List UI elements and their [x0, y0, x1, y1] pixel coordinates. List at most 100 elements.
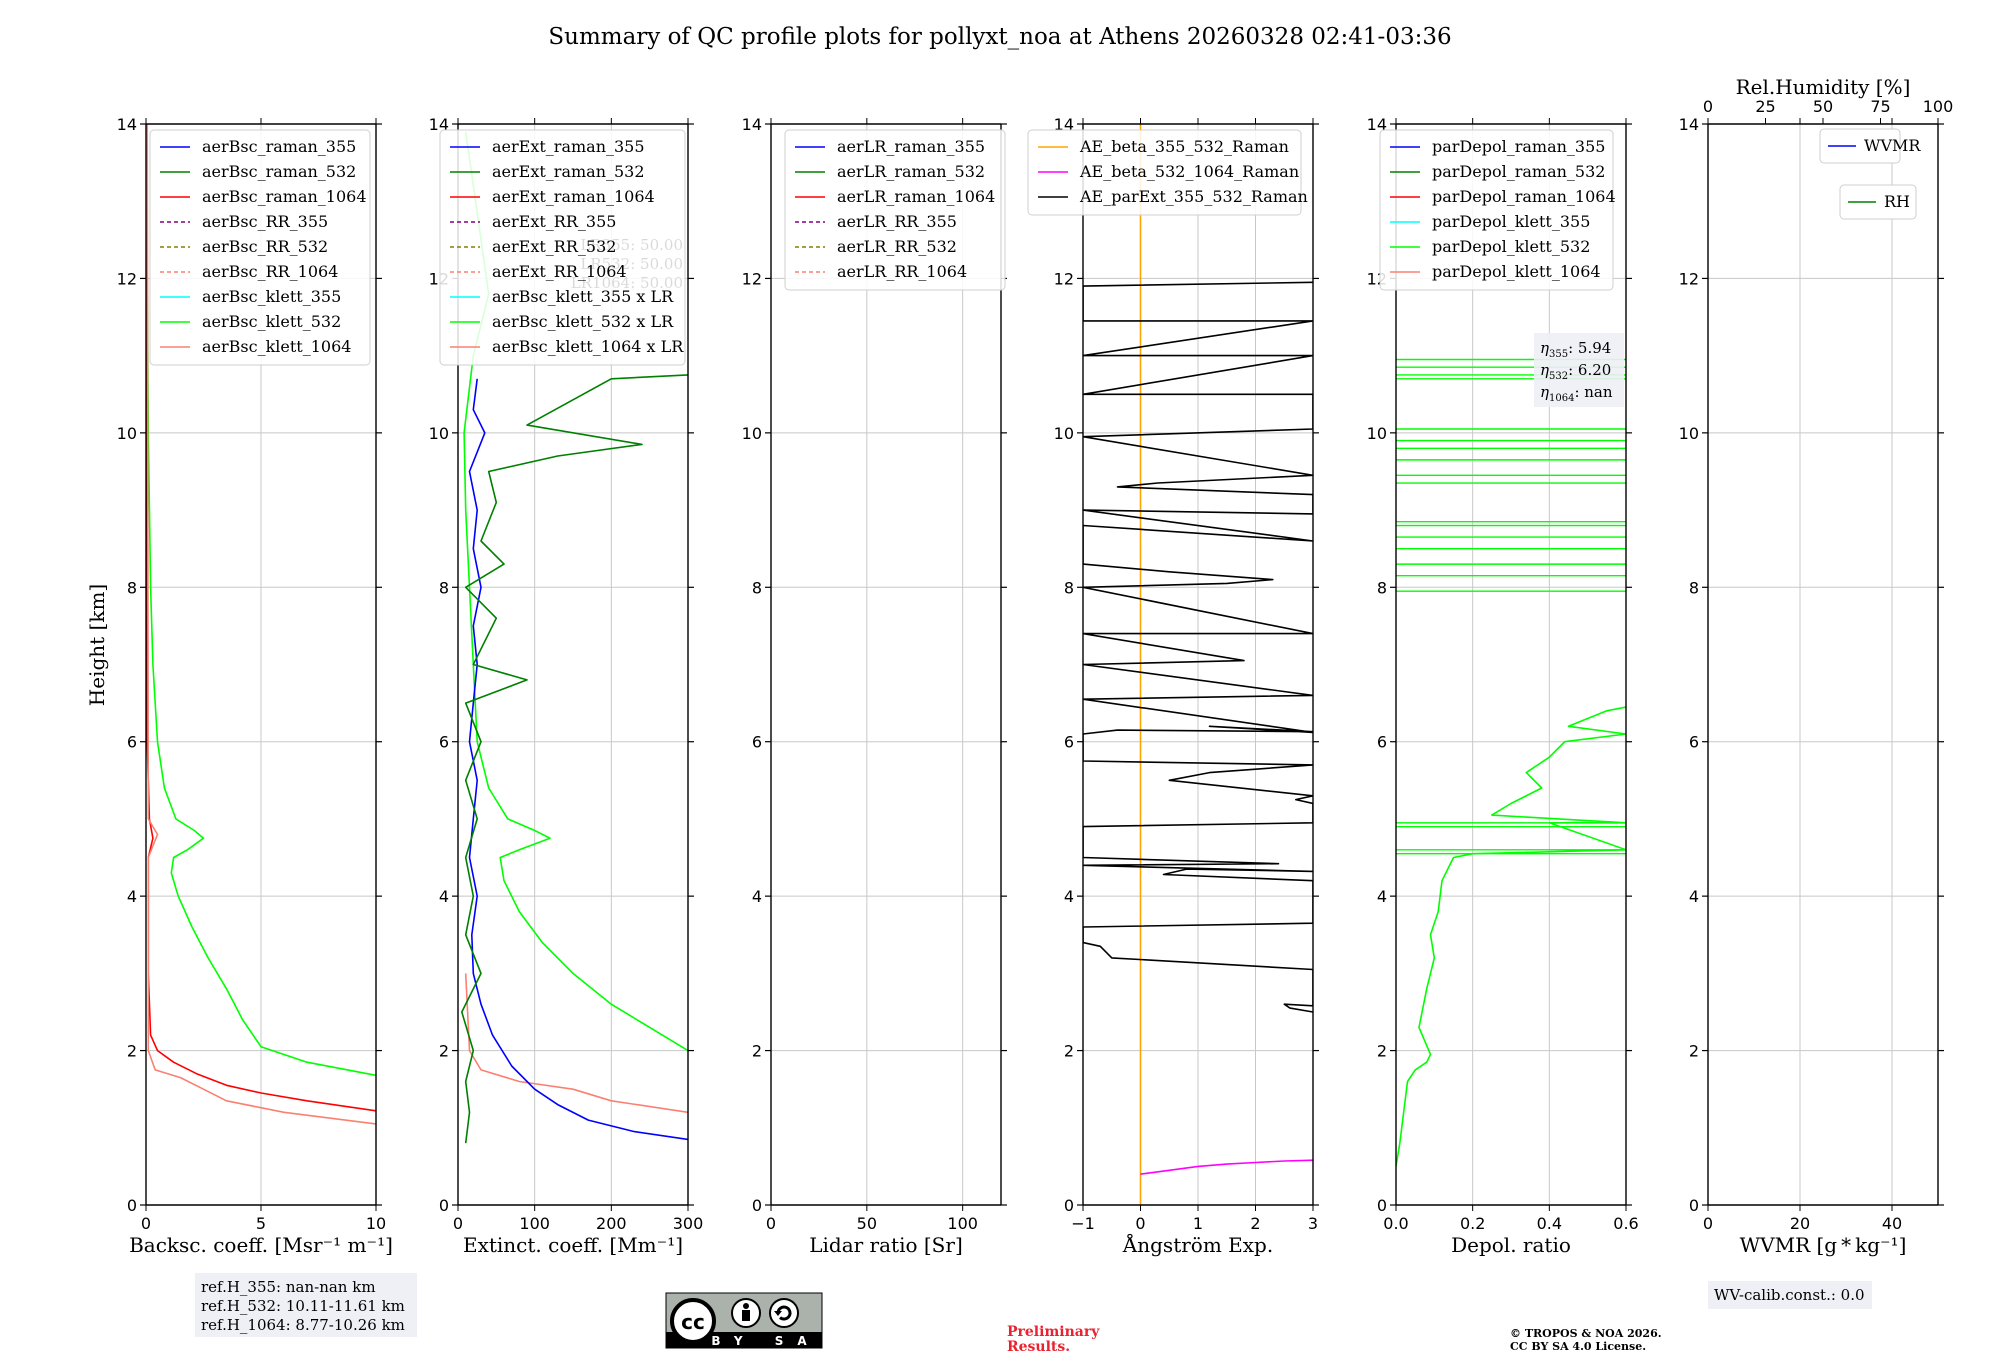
y-tick-label: 0	[439, 1196, 449, 1215]
x-tick-label: 40	[1882, 1214, 1902, 1233]
x-axis-label: Depol. ratio	[1451, 1233, 1571, 1257]
x-tick-label: 0.4	[1537, 1214, 1562, 1233]
preliminary-note: Preliminary	[1007, 1324, 1100, 1340]
y-tick-label: 4	[1689, 887, 1699, 906]
x-tick-label: 100	[947, 1214, 978, 1233]
legend-label: aerBsc_klett_1064	[202, 337, 351, 356]
panel-lr: 0 50 100 0 2 4 6 8 10 12 14 Lidar ratio [Sr] aerLR_r…	[742, 115, 1007, 1257]
y-tick-label: 10	[1054, 424, 1074, 443]
top-x-tick-label: 25	[1755, 97, 1775, 116]
y-tick-label: 14	[117, 115, 137, 134]
x-tick-label: 300	[673, 1214, 704, 1233]
series-aerExt_raman_355	[468, 378, 688, 1141]
y-tick-label: 8	[439, 578, 449, 597]
panel-wv: 0 20 40 0 2 4 6 8 10 12 14 WVMR [g * kg⁻¹] 0 25 50 75 10…	[1679, 75, 1954, 1257]
legend-label: AE_beta_532_1064_Raman	[1079, 162, 1299, 181]
legend-label: AE_beta_355_532_Raman	[1079, 137, 1289, 156]
top-x-axis-label: Rel.Humidity [%]	[1736, 75, 1911, 99]
y-tick-label: 2	[752, 1042, 762, 1061]
y-tick-label: 14	[1367, 115, 1387, 134]
eta-label: η532: 6.20	[1540, 361, 1611, 382]
ref-height-line: ref.H_532: 10.11-11.61 km	[201, 1297, 405, 1315]
legend-box	[784, 129, 1006, 291]
series-parDepol_klett_532	[1396, 706, 1626, 1167]
x-axis-label: Backsc. coeff. [Msr⁻¹ m⁻¹]	[129, 1233, 393, 1257]
series-group	[1396, 358, 1626, 1167]
y-tick-label: 0	[127, 1196, 137, 1215]
svg-text:cc: cc	[681, 1310, 705, 1334]
y-tick-label: 2	[127, 1042, 137, 1061]
y-tick-label: 0	[1064, 1196, 1074, 1215]
panel-bsc: 0 5 10 0 2 4 6 8 10 12 14 Backsc. coeff. [Msr⁻¹ m⁻¹…	[117, 115, 393, 1257]
cc-license-badge: cc BY SA	[665, 1292, 823, 1349]
legend-box	[439, 129, 686, 366]
legend-label: aerExt_raman_1064	[492, 187, 655, 206]
legend-label: aerExt_raman_355	[492, 137, 645, 156]
x-tick-label: 0	[1135, 1214, 1145, 1233]
eta-box	[1534, 333, 1624, 407]
sa-icon	[769, 1298, 799, 1328]
y-tick-label: 14	[1054, 115, 1074, 134]
y-tick-label: 12	[117, 269, 137, 288]
series-aerBsc_klett_532 x LR	[463, 131, 688, 1052]
x-tick-label: 0	[766, 1214, 776, 1233]
legend-label: aerBsc_RR_1064	[202, 262, 338, 281]
y-tick-label: 2	[1689, 1042, 1699, 1061]
x-tick-label: 10	[366, 1214, 386, 1233]
preliminary-note: Results.	[1007, 1339, 1070, 1355]
y-tick-label: 10	[742, 424, 762, 443]
legend-label: parDepol_raman_1064	[1432, 187, 1616, 206]
legend-label: aerLR_RR_355	[837, 212, 957, 231]
legend-label: aerLR_RR_1064	[837, 262, 967, 281]
y-tick-label: 2	[1064, 1042, 1074, 1061]
legend-label: parDepol_klett_532	[1432, 237, 1590, 256]
y-tick-label: 2	[439, 1042, 449, 1061]
y-tick-label: 6	[439, 733, 449, 752]
series-AE_parExt_355_532_Raman	[1083, 281, 1313, 1013]
y-tick-label: 10	[429, 424, 449, 443]
x-tick-label: 100	[519, 1214, 550, 1233]
legend-label: aerBsc_klett_532	[202, 312, 341, 331]
ref-height-box: ref.H_355: nan-nan km ref.H_532: 10.11-1…	[195, 1273, 417, 1337]
x-tick-label: 0	[453, 1214, 463, 1233]
top-x-tick-label: 100	[1923, 97, 1954, 116]
wv-calib-text: WV-calib.const.: 0.0	[1714, 1286, 1865, 1304]
y-tick-label: 0	[1377, 1196, 1387, 1215]
wv-calib-box: WV-calib.const.: 0.0	[1708, 1281, 1872, 1309]
legend-box	[149, 129, 371, 366]
y-tick-label: 10	[117, 424, 137, 443]
figure-title: Summary of QC profile plots for pollyxt_…	[548, 24, 1451, 50]
y-tick-label: 6	[752, 733, 762, 752]
y-tick-label: 8	[127, 578, 137, 597]
y-tick-label: 4	[1064, 887, 1074, 906]
series-group	[460, 131, 688, 1144]
series-AE_beta_532_1064_Raman	[1140, 1159, 1313, 1175]
legend-label: aerExt_RR_355	[492, 212, 616, 231]
y-tick-label: 12	[1054, 269, 1074, 288]
series-aerBsc_klett_1064 x LR	[464, 973, 688, 1114]
y-tick-label: 8	[1377, 578, 1387, 597]
y-tick-label: 10	[1367, 424, 1387, 443]
x-tick-label: 5	[256, 1214, 266, 1233]
legend-label: aerBsc_raman_532	[202, 162, 356, 181]
series-group	[1083, 124, 1313, 1205]
eta-label: η355: 5.94	[1540, 339, 1611, 360]
cc-icon	[670, 1298, 716, 1344]
y-tick-label: 6	[127, 733, 137, 752]
legend-label: aerBsc_klett_355 x LR	[492, 287, 674, 306]
legend-label: aerBsc_klett_532 x LR	[492, 312, 674, 331]
x-tick-label: 50	[857, 1214, 877, 1233]
legend-box	[1379, 129, 1614, 291]
y-tick-label: 4	[752, 887, 762, 906]
y-tick-label: 12	[742, 269, 762, 288]
legend-label: aerLR_raman_532	[837, 162, 985, 181]
legend-box	[1839, 184, 1917, 220]
legend-label: parDepol_klett_1064	[1432, 262, 1601, 281]
x-axis-label: Lidar ratio [Sr]	[809, 1233, 963, 1257]
legend-box	[1819, 128, 1901, 164]
cc-by-sa-label: BY SA	[711, 1334, 820, 1348]
x-axis-label: Ångström Exp.	[1122, 1232, 1273, 1257]
